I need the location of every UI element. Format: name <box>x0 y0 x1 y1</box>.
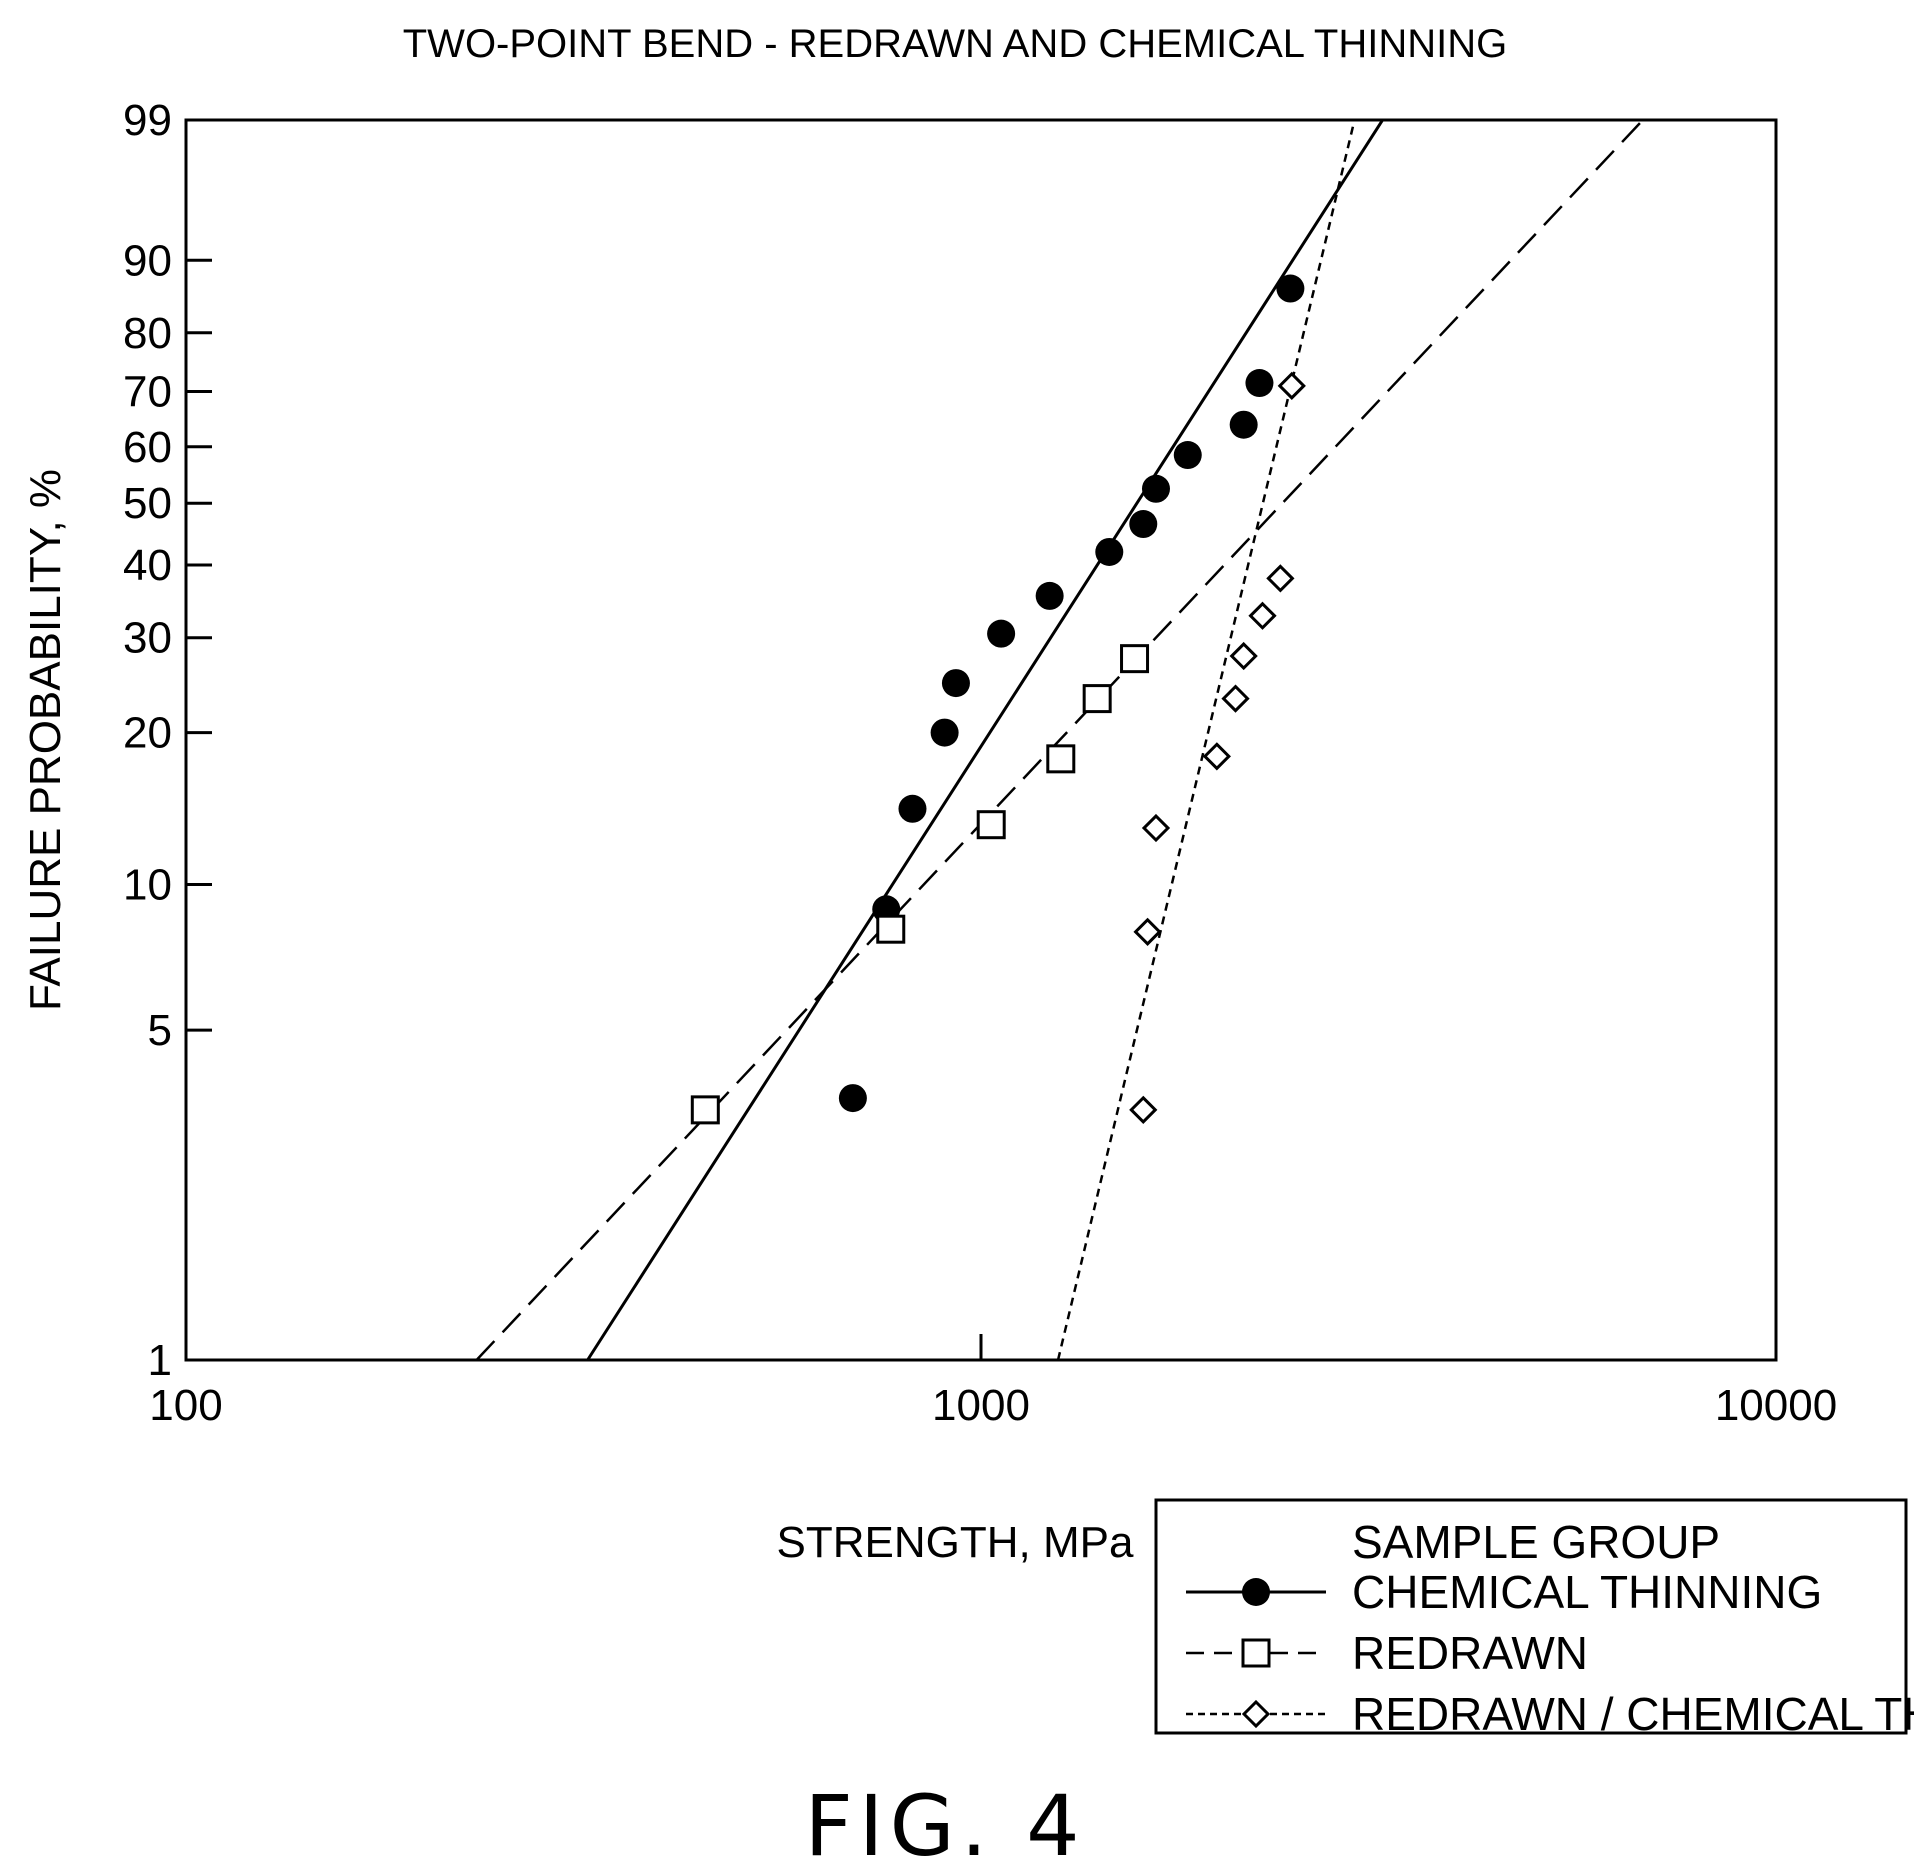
fit-line-redrawn <box>475 119 1644 1361</box>
legend-label: REDRAWN <box>1352 1627 1588 1679</box>
diamond-marker <box>1221 684 1250 713</box>
legend-label: CHEMICAL THINNING <box>1352 1566 1822 1618</box>
circle-marker <box>1035 581 1064 610</box>
x-tick-label: 100 <box>149 1381 222 1430</box>
y-tick-label: 10 <box>123 860 172 909</box>
x-axis: 100 1000 10000 <box>149 1334 1837 1430</box>
y-tick-label: 40 <box>123 541 172 590</box>
legend-label: REDRAWN / CHEMICAL THINNING <box>1352 1688 1914 1740</box>
diamond-marker <box>1129 1095 1158 1124</box>
y-tick-label: 99 <box>123 96 172 145</box>
legend-circle-marker <box>1242 1578 1270 1606</box>
square-marker <box>976 810 1006 840</box>
square-marker <box>1120 644 1150 674</box>
fit-line-redrawn-chemical-thinning <box>1056 119 1356 1361</box>
circle-marker <box>930 718 959 747</box>
figure-label: FIG. 4 <box>804 1777 1085 1871</box>
circle-marker <box>1173 441 1202 470</box>
y-tick-label: 20 <box>123 709 172 758</box>
legend-diamond-marker <box>1241 1699 1271 1729</box>
plot-frame <box>184 118 1778 1362</box>
circle-marker <box>1129 510 1158 539</box>
circle-marker <box>898 794 927 823</box>
y-axis: 99 90 80 70 60 50 40 30 20 10 5 1 <box>123 96 212 1385</box>
diamond-marker <box>1248 601 1277 630</box>
y-axis-label: FAILURE PROBABILITY, % <box>21 469 70 1011</box>
square-marker <box>690 1095 720 1125</box>
legend-box <box>1154 1498 1908 1735</box>
circle-marker <box>1245 369 1274 398</box>
square-marker <box>876 914 906 944</box>
y-tick-label: 1 <box>148 1336 172 1385</box>
legend-rows: CHEMICAL THINNING REDRAWN REDRAWN / CHEMIC… <box>1186 1566 1914 1740</box>
circle-marker <box>838 1084 867 1113</box>
y-tick-label: 50 <box>123 479 172 528</box>
diamond-marker <box>1277 371 1306 400</box>
chart-title: TWO-POINT BEND - REDRAWN AND CHEMICAL TH… <box>403 22 1508 66</box>
diamond-marker <box>1133 917 1162 946</box>
legend-title: SAMPLE GROUP <box>1352 1516 1720 1568</box>
diamond-marker <box>1266 564 1295 593</box>
data-markers <box>690 274 1306 1125</box>
square-marker <box>1082 684 1112 714</box>
square-marker <box>1046 744 1076 774</box>
y-tick-label: 80 <box>123 309 172 358</box>
y-tick-label: 60 <box>123 423 172 472</box>
legend: SAMPLE GROUP CHEMICAL THINNING REDRAWN RED… <box>1154 1498 1914 1740</box>
circle-marker <box>941 669 970 698</box>
fit-lines <box>475 119 1644 1361</box>
circle-marker <box>1095 537 1124 566</box>
legend-square-marker <box>1241 1638 1271 1668</box>
y-tick-label: 70 <box>123 367 172 416</box>
y-tick-label: 30 <box>123 614 172 663</box>
y-tick-label: 5 <box>148 1006 172 1055</box>
fit-line-chemical-thinning <box>586 119 1384 1361</box>
diamond-marker <box>1202 742 1231 771</box>
circle-marker <box>1229 410 1258 439</box>
circle-marker <box>1276 274 1305 303</box>
diamond-marker <box>1229 641 1258 671</box>
circle-marker <box>1141 474 1170 503</box>
y-tick-label: 90 <box>123 236 172 285</box>
x-tick-label: 1000 <box>932 1381 1030 1430</box>
circle-marker <box>987 619 1016 648</box>
x-tick-label: 10000 <box>1715 1381 1837 1430</box>
x-axis-label: STRENGTH, MPa <box>777 1518 1134 1567</box>
diamond-marker <box>1141 813 1171 843</box>
